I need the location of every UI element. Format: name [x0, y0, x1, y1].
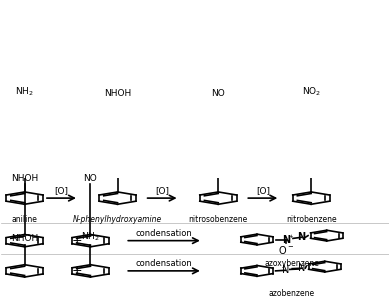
Text: [O]: [O]	[155, 186, 169, 195]
Text: azoxybenzene: azoxybenzene	[264, 259, 319, 268]
Text: NO: NO	[211, 89, 225, 98]
Text: N: N	[298, 263, 305, 273]
Text: +: +	[72, 264, 82, 277]
Text: nitrosobenzene: nitrosobenzene	[189, 215, 248, 224]
Text: NH$_2$: NH$_2$	[15, 86, 34, 98]
Text: NO$_2$: NO$_2$	[301, 86, 321, 98]
Text: N-phenylhydroxyamine: N-phenylhydroxyamine	[73, 215, 162, 224]
Text: N: N	[282, 265, 289, 275]
Text: NHOH: NHOH	[104, 89, 131, 98]
Text: nitrobenzene: nitrobenzene	[286, 215, 337, 224]
Text: condensation: condensation	[136, 229, 192, 238]
Text: N: N	[282, 235, 290, 245]
Text: condensation: condensation	[136, 259, 192, 268]
Text: azobenzene: azobenzene	[269, 289, 315, 298]
Text: NHOH: NHOH	[11, 174, 38, 183]
Text: [O]: [O]	[55, 186, 68, 195]
Text: NO: NO	[83, 174, 98, 183]
Text: NH$_2$: NH$_2$	[81, 231, 100, 243]
Text: N: N	[298, 232, 305, 242]
Text: +: +	[72, 234, 82, 247]
Text: $^+$: $^+$	[287, 233, 294, 242]
Text: O$^-$: O$^-$	[278, 244, 294, 256]
Text: aniline: aniline	[12, 215, 37, 224]
Text: NHOH: NHOH	[11, 235, 38, 243]
Text: [O]: [O]	[256, 186, 270, 195]
